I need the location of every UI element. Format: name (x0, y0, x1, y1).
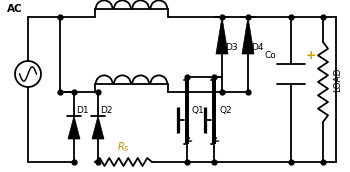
Text: D3: D3 (225, 43, 238, 52)
Text: D2: D2 (100, 106, 112, 115)
Text: AC: AC (7, 4, 23, 14)
Text: Q1: Q1 (192, 105, 205, 115)
Polygon shape (242, 17, 254, 54)
Text: $R_S$: $R_S$ (117, 140, 130, 154)
Polygon shape (68, 116, 80, 139)
Text: Q2: Q2 (219, 105, 232, 115)
Text: D4: D4 (251, 43, 264, 52)
Text: LOAD: LOAD (333, 68, 342, 92)
Polygon shape (92, 116, 104, 139)
Text: Co: Co (264, 51, 276, 60)
Text: D1: D1 (76, 106, 89, 115)
Polygon shape (216, 17, 228, 54)
Text: +: + (306, 49, 317, 62)
